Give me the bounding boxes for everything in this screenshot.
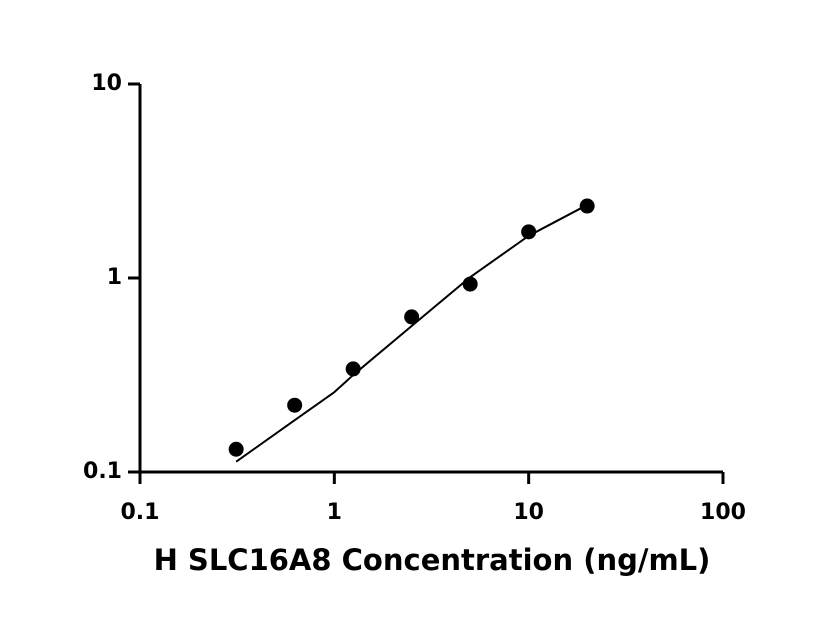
y-tick-label: 1 (107, 265, 122, 290)
fit-curve (235, 204, 588, 463)
y-tick-label: 10 (91, 71, 122, 96)
data-point (228, 441, 244, 457)
x-tick-label: 10 (513, 500, 544, 525)
x-tick-label: 0.1 (121, 500, 160, 525)
x-tick-label: 100 (700, 500, 746, 525)
x-axis-label: H SLC16A8 Concentration (ng/mL) (154, 543, 711, 577)
data-point (462, 276, 478, 292)
data-point (404, 309, 420, 325)
data-point (521, 224, 537, 240)
y-tick-label: 0.1 (83, 459, 122, 484)
x-tick-label: 1 (327, 500, 342, 525)
data-point (287, 397, 303, 413)
